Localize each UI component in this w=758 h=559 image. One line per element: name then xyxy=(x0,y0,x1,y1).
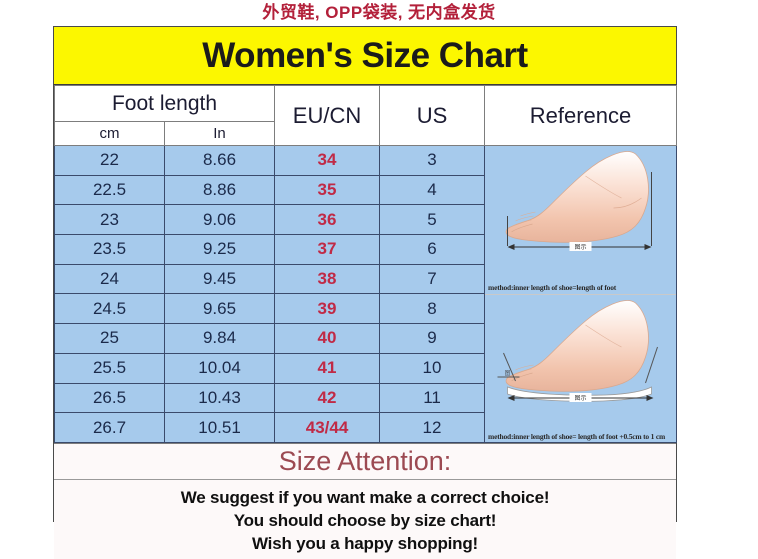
cell-us: 10 xyxy=(379,352,486,384)
cell-cm: 24 xyxy=(54,263,165,295)
cell-eu: 41 xyxy=(274,352,381,384)
cell-in: 10.04 xyxy=(163,352,276,384)
cell-in: 9.65 xyxy=(163,293,276,325)
cell-in: 8.66 xyxy=(163,145,276,176)
cell-cm: 22 xyxy=(54,145,165,176)
cell-eu: 36 xyxy=(274,204,381,236)
cell-us: 8 xyxy=(379,293,486,325)
table-row: 22.5 8.86 35 4 xyxy=(54,174,677,206)
cell-eu: 38 xyxy=(274,263,381,295)
reference-diagram-2: 图 图示 xyxy=(485,295,676,432)
cell-eu: 34 xyxy=(274,145,381,176)
cell-cm: 26.7 xyxy=(54,412,165,443)
foot-in-shoe-icon: 图 图示 xyxy=(497,300,658,402)
svg-text:图: 图 xyxy=(505,369,511,377)
cell-us: 9 xyxy=(379,323,486,354)
cell-cm: 22.5 xyxy=(54,174,165,206)
cell-eu: 40 xyxy=(274,323,381,354)
header-cm: cm xyxy=(54,121,165,146)
header-foot-length: Foot length xyxy=(53,85,276,122)
cell-us: 12 xyxy=(379,412,486,443)
svg-text:图示: 图示 xyxy=(575,395,587,402)
size-chart-page: 外贸鞋, OPP袋装, 无内盒发货 Women's Size Chart Foo… xyxy=(53,3,678,559)
header-us: US xyxy=(379,85,486,146)
cell-eu: 43/44 xyxy=(274,412,381,443)
cell-eu: 42 xyxy=(274,382,381,414)
cell-in: 8.86 xyxy=(163,174,276,206)
header-eu-cn: EU/CN xyxy=(274,85,381,146)
table-row: 25.5 10.04 41 10 xyxy=(54,352,677,384)
attention-line-3: Wish you a happy shopping! xyxy=(251,534,479,553)
header-in: In xyxy=(163,121,276,146)
cell-in: 9.45 xyxy=(163,263,276,295)
cell-us: 6 xyxy=(379,234,486,265)
table-row: 26.7 10.51 43/44 12 xyxy=(54,412,677,443)
cell-us: 7 xyxy=(379,263,486,295)
reference-divider xyxy=(485,294,677,295)
reference-caption-1: method:inner length of shoe=length of fo… xyxy=(488,283,617,292)
page-title: Women's Size Chart xyxy=(202,35,528,75)
reference-caption-2: method:inner length of shoe= length of f… xyxy=(488,432,666,441)
size-attention-section: Size Attention: We suggest if you want m… xyxy=(54,443,676,559)
cell-cm: 26.5 xyxy=(54,382,165,414)
cell-us: 11 xyxy=(379,382,486,414)
attention-lines: We suggest if you want make a correct ch… xyxy=(54,480,676,559)
cell-us: 5 xyxy=(379,204,486,236)
attention-line-1: We suggest if you want make a correct ch… xyxy=(180,488,550,507)
cell-eu: 39 xyxy=(274,293,381,325)
cell-eu: 37 xyxy=(274,234,381,265)
table-row: 26.5 10.43 42 11 xyxy=(54,382,677,414)
table-head: Foot length EU/CN US Reference cm In xyxy=(53,85,678,146)
cell-in: 10.43 xyxy=(163,382,276,414)
chart-title-banner: Women's Size Chart xyxy=(53,26,677,85)
svg-text:图示: 图示 xyxy=(575,244,587,251)
table-body: 22 8.66 34 3 xyxy=(54,145,678,443)
cell-in: 10.51 xyxy=(163,412,276,443)
header-reference: Reference xyxy=(484,85,678,146)
reference-wrap: 图示 method:inner length of shoe=length of… xyxy=(485,146,677,442)
cell-in: 9.84 xyxy=(163,323,276,354)
cell-in: 9.25 xyxy=(163,234,276,265)
attention-title: Size Attention: xyxy=(54,444,676,480)
table-row: 22 8.66 34 3 xyxy=(54,145,678,443)
table-row: 25 9.84 40 9 xyxy=(54,323,677,354)
cell-cm: 23.5 xyxy=(54,234,165,265)
cell-cm: 25.5 xyxy=(54,352,165,384)
attention-line-2: You should choose by size chart! xyxy=(233,511,497,530)
promo-banner-text: 外贸鞋, OPP袋装, 无内盒发货 xyxy=(262,3,496,22)
header-row-primary: Foot length EU/CN US Reference xyxy=(53,85,678,146)
cell-cm: 23 xyxy=(54,204,165,236)
cell-cm: 24.5 xyxy=(54,293,165,325)
cell-us: 4 xyxy=(379,174,486,206)
cell-cm: 25 xyxy=(54,323,165,354)
cell-eu: 35 xyxy=(274,174,381,206)
bare-foot-icon: 图示 xyxy=(505,151,653,251)
size-chart-frame: Women's Size Chart Foot length EU/CN US … xyxy=(53,26,678,559)
reference-cell: 图示 method:inner length of shoe=length of… xyxy=(484,145,678,443)
reference-diagram-1: 图示 xyxy=(485,146,676,283)
cell-us: 3 xyxy=(379,145,486,176)
cell-in: 9.06 xyxy=(163,204,276,236)
header-row-secondary: cm In xyxy=(54,121,677,146)
table-row: 23 9.06 36 5 xyxy=(54,204,677,236)
size-table: Foot length EU/CN US Reference cm In 22 … xyxy=(53,85,678,443)
table-row: 24 9.45 38 7 xyxy=(54,263,677,295)
